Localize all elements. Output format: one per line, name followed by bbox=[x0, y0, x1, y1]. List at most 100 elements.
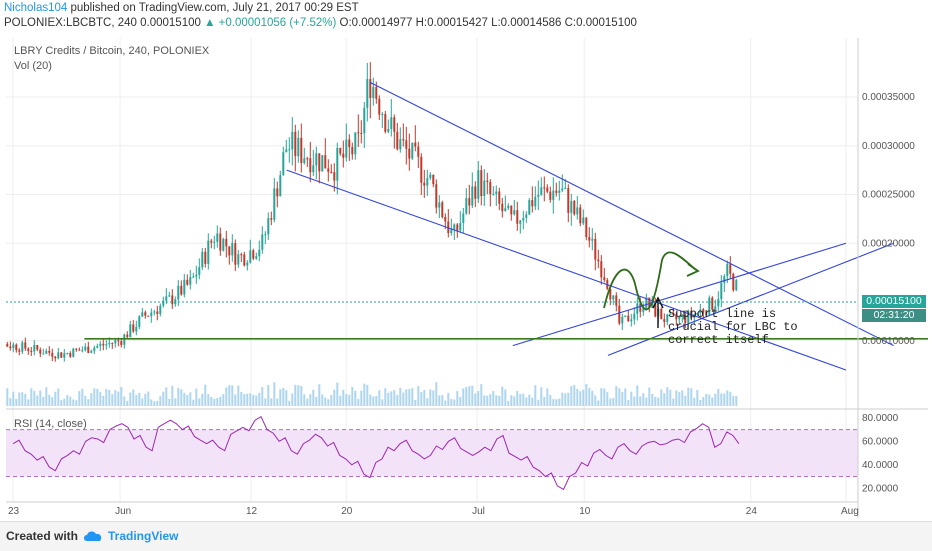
candle-body bbox=[363, 107, 366, 134]
candle-body bbox=[171, 295, 174, 305]
volume-bar bbox=[30, 388, 33, 406]
volume-bar bbox=[225, 387, 228, 406]
candle-body bbox=[417, 146, 420, 157]
volume-bar bbox=[465, 387, 468, 406]
y-tick-label: 0.00035000 bbox=[862, 92, 915, 103]
volume-bar bbox=[564, 393, 567, 406]
volume-bar bbox=[621, 391, 624, 406]
candle-body bbox=[396, 131, 399, 150]
volume-bar bbox=[501, 386, 504, 406]
candle-body bbox=[126, 334, 129, 338]
volume-bar bbox=[303, 394, 306, 406]
candle-body bbox=[342, 153, 345, 158]
candle-body bbox=[120, 341, 123, 345]
candle-body bbox=[261, 234, 264, 250]
x-tick-label: 24 bbox=[746, 506, 758, 517]
candle-body bbox=[114, 340, 117, 344]
volume-bar bbox=[522, 393, 525, 406]
volume-bar bbox=[321, 394, 324, 406]
volume-bar bbox=[231, 385, 234, 406]
volume-bar bbox=[195, 388, 198, 406]
candle-body bbox=[69, 352, 72, 357]
trendlines bbox=[286, 81, 894, 371]
candle-body bbox=[600, 261, 603, 278]
candle-body bbox=[111, 342, 114, 344]
candle-body bbox=[177, 285, 180, 300]
candle-body bbox=[729, 264, 732, 274]
y-tick-label: 0.00025000 bbox=[862, 190, 915, 201]
candle-body bbox=[6, 343, 9, 347]
volume-bar bbox=[300, 385, 303, 406]
candle-body bbox=[444, 216, 447, 222]
volume-bar bbox=[51, 397, 54, 406]
candle-body bbox=[633, 313, 636, 320]
author-link[interactable]: Nicholas104 bbox=[4, 2, 68, 14]
volume-bar bbox=[279, 389, 282, 406]
candle-body bbox=[30, 350, 33, 352]
candle-body bbox=[441, 202, 444, 217]
volume-bar bbox=[219, 396, 222, 406]
candle-body bbox=[423, 182, 426, 186]
volume-bar bbox=[606, 392, 609, 406]
candle-body bbox=[465, 198, 468, 214]
volume-bar bbox=[666, 387, 669, 406]
candle-body bbox=[519, 220, 522, 224]
volume-bar bbox=[663, 393, 666, 406]
candle-body bbox=[735, 280, 738, 291]
candle-body bbox=[555, 190, 558, 193]
volume-bar bbox=[573, 384, 576, 406]
volume-bar bbox=[378, 390, 381, 406]
candle-body bbox=[90, 351, 93, 353]
volume-bar bbox=[588, 387, 591, 406]
volume-bar bbox=[255, 395, 258, 406]
volume-bar bbox=[162, 391, 165, 406]
volume-bar bbox=[198, 398, 201, 406]
rsi-tick-label: 20.0000 bbox=[862, 483, 899, 494]
candle-body bbox=[612, 295, 615, 300]
volume-bar bbox=[615, 386, 618, 406]
volume-bar bbox=[558, 398, 561, 406]
candle-body bbox=[87, 346, 90, 353]
volume-bar bbox=[369, 394, 372, 406]
volume-bar bbox=[360, 390, 363, 406]
candles bbox=[6, 62, 738, 362]
volume-bar bbox=[132, 389, 135, 406]
candle-body bbox=[207, 240, 210, 264]
volume-bar bbox=[624, 388, 627, 406]
rsi-label: RSI (14, close) bbox=[14, 418, 87, 430]
candle-body bbox=[129, 324, 132, 338]
volume-bar bbox=[261, 386, 264, 406]
candle-body bbox=[687, 311, 690, 323]
candle-body bbox=[537, 194, 540, 197]
volume-bar bbox=[189, 392, 192, 406]
candle-body bbox=[468, 198, 471, 206]
candle-body bbox=[285, 149, 288, 153]
candle-body bbox=[507, 205, 510, 209]
volume-bar bbox=[627, 400, 630, 406]
candle-body bbox=[240, 254, 243, 256]
candle-body bbox=[390, 117, 393, 130]
volume-bar bbox=[714, 393, 717, 406]
volume-bar bbox=[48, 394, 51, 406]
candle-body bbox=[384, 114, 387, 132]
volume-bar bbox=[126, 400, 129, 406]
volume-bar bbox=[45, 387, 48, 406]
volume-bar bbox=[468, 386, 471, 406]
volume-bar bbox=[603, 388, 606, 406]
candle-body bbox=[255, 256, 258, 259]
tradingview-brand-link[interactable]: TradingView bbox=[108, 529, 179, 543]
volume-bar bbox=[669, 389, 672, 406]
candle-body bbox=[447, 221, 450, 234]
volume-bar bbox=[93, 388, 96, 406]
volume-bar bbox=[645, 397, 648, 406]
volume-bar bbox=[156, 400, 159, 406]
candle-body bbox=[471, 186, 474, 206]
candle-body bbox=[198, 267, 201, 275]
candle-body bbox=[597, 259, 600, 262]
volume-bar bbox=[306, 398, 309, 406]
candle-body bbox=[264, 234, 267, 236]
volume-bar bbox=[576, 388, 579, 406]
candle-body bbox=[81, 350, 84, 352]
candle-body bbox=[42, 353, 45, 355]
